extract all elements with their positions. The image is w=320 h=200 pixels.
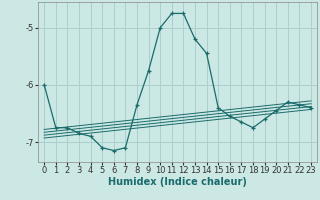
X-axis label: Humidex (Indice chaleur): Humidex (Indice chaleur): [108, 177, 247, 187]
